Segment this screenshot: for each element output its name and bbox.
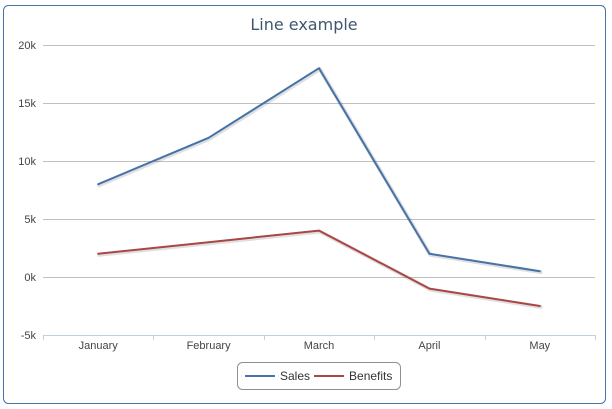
x-tick-label: March: [304, 340, 335, 352]
y-tick-label: 5k: [24, 214, 36, 226]
legend[interactable]: Sales Benefits: [237, 362, 401, 390]
chart-title: Line example: [250, 15, 357, 34]
y-tick-label: -5k: [21, 330, 37, 342]
legend-item-benefits[interactable]: Benefits: [349, 369, 392, 383]
x-axis: January February March April May: [43, 335, 596, 352]
x-tick-label: May: [529, 340, 550, 352]
y-tick-label: 10k: [18, 156, 36, 168]
x-tick-label: January: [79, 340, 119, 352]
x-tick-label: April: [418, 340, 440, 352]
chart-frame: [3, 5, 606, 404]
legend-item-sales[interactable]: Sales: [280, 369, 310, 383]
x-tick-label: February: [187, 340, 232, 352]
y-tick-label: 15k: [18, 98, 36, 110]
y-axis-ticks: -5k 0k 5k 10k 15k 20k: [18, 40, 36, 342]
y-tick-label: 0k: [24, 272, 36, 284]
series-lines: [97, 67, 543, 309]
y-tick-label: 20k: [18, 40, 36, 52]
